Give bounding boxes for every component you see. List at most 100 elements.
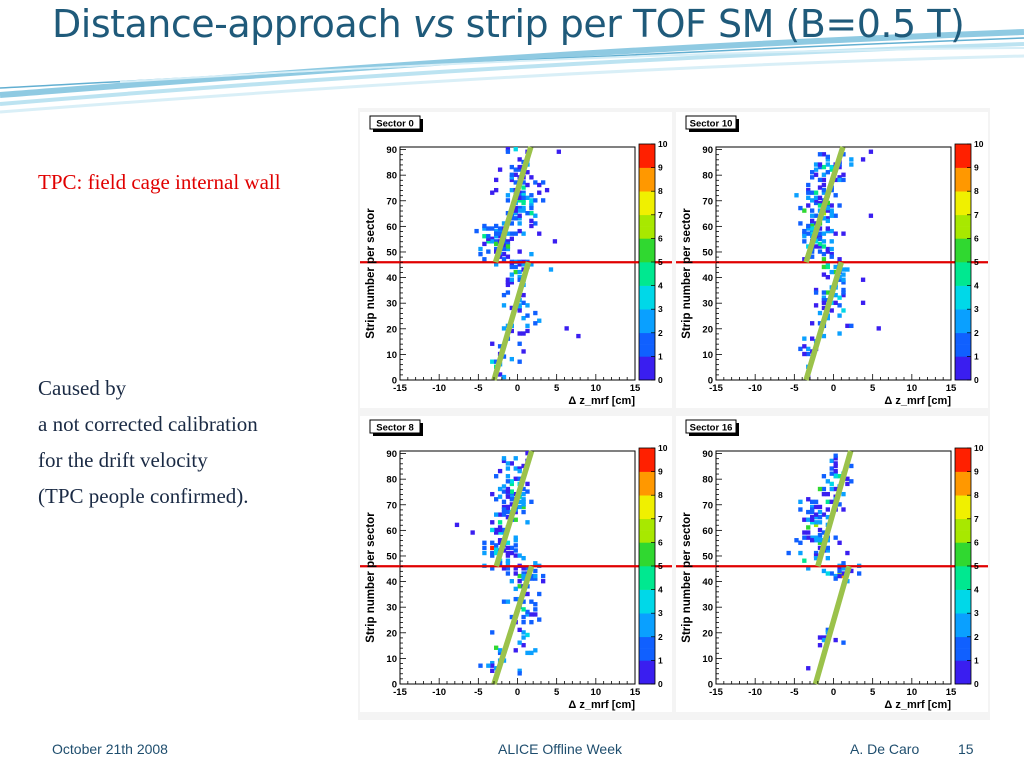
colorbar-label: 8 <box>658 490 663 500</box>
heatmap-cell <box>837 571 842 576</box>
heatmap-cell <box>482 550 487 556</box>
heatmap-cell <box>821 298 827 303</box>
heatmap-cell <box>513 205 518 211</box>
heatmap-cell <box>825 275 830 280</box>
colorbar-label: 4 <box>974 281 979 291</box>
heatmap-cell <box>806 525 811 530</box>
colorbar-label: 6 <box>658 537 663 547</box>
heatmap-cell <box>521 499 526 504</box>
y-tick-label: 90 <box>386 449 397 460</box>
heatmap-cell <box>529 198 534 203</box>
heatmap-cell <box>486 226 491 231</box>
colorbar-swatch <box>639 483 655 496</box>
title-text-start: Distance-approach <box>52 2 413 46</box>
heatmap-cell <box>505 599 511 604</box>
colorbar-swatch <box>639 636 655 649</box>
heatmap-cell <box>505 504 511 510</box>
heatmap-cell <box>825 154 830 160</box>
heatmap-cell <box>841 561 846 566</box>
x-axis: -15 -10 -5 0 5 10 15Δ z_mrf [cm] <box>393 678 641 711</box>
heatmap-cell <box>478 251 483 257</box>
slide-title: Distance-approach vs strip per TOF SM (B… <box>52 2 965 46</box>
heatmap-cell <box>505 550 511 556</box>
heatmap-cell <box>525 566 530 571</box>
y-tick-label: 70 <box>702 500 713 511</box>
heatmap-cell <box>505 244 511 249</box>
colorbar-swatch <box>955 144 971 157</box>
x-tick-label: -10 <box>432 383 446 394</box>
x-tick-label: 0 <box>515 687 520 698</box>
heatmap-cell <box>501 456 507 461</box>
fit-line-segment <box>492 146 534 264</box>
title-text-end: strip per TOF SM (B=0.5 T) <box>454 2 965 46</box>
heatmap-cell <box>494 177 499 183</box>
heatmap-cell <box>482 257 487 262</box>
heatmap-cell <box>798 499 803 504</box>
heatmap-cell <box>833 573 838 579</box>
heatmap-cell <box>521 509 526 515</box>
heatmap-cell <box>494 527 499 533</box>
y-tick-label: 80 <box>702 171 713 182</box>
heatmap-cell <box>494 497 499 502</box>
heatmap-cell <box>517 468 522 474</box>
colorbar-label: 5 <box>974 257 979 267</box>
heatmap-cell <box>513 180 518 185</box>
heatmap-cell <box>825 545 830 551</box>
y-tick-label: 40 <box>702 577 713 588</box>
heatmap-cell <box>505 198 511 203</box>
heatmap-cell <box>576 333 581 339</box>
heatmap-cell <box>806 231 811 236</box>
y-axis: 0 10 20 30 40 50 60 70 80 90 Strip number per sect… <box>365 145 406 387</box>
heatmap-cell <box>501 512 507 517</box>
heatmap-cell <box>813 213 819 218</box>
heatmap-cell <box>533 573 538 579</box>
heatmap-cell <box>810 190 815 195</box>
heatmap-cell <box>829 499 834 504</box>
heatmap-cell <box>497 494 503 499</box>
heatmap-cell <box>806 566 811 571</box>
heatmap-cell <box>821 190 827 195</box>
explanation-line-3: for the drift velocity <box>38 448 208 472</box>
heatmap-cell <box>517 584 522 589</box>
heatmap-cell <box>825 499 830 504</box>
heatmap-cell <box>501 499 507 504</box>
x-tick-label: 5 <box>870 383 876 394</box>
colorbar-swatch <box>955 226 971 239</box>
colorbar-swatch <box>639 250 655 263</box>
heatmap-cell <box>494 234 499 239</box>
heatmap-cell <box>521 331 526 336</box>
x-tick-label: -15 <box>393 687 407 698</box>
sector-0-plot: Sector 0-15 -10 -5 0 5 10 15Δ z_mrf [cm]010203… <box>360 112 672 408</box>
x-tick-label: 0 <box>831 383 836 394</box>
heatmap-cell <box>817 241 823 247</box>
colorbar-swatch <box>639 309 655 322</box>
heatmap-cell <box>497 512 503 517</box>
y-tick-label: 80 <box>386 171 397 182</box>
colorbar-label: 6 <box>658 233 663 243</box>
heatmap-cell <box>829 213 834 218</box>
colorbar-swatch <box>639 625 655 638</box>
heatmap-cell <box>513 208 518 213</box>
heatmap-cell <box>802 517 807 522</box>
heatmap-cell <box>513 269 518 275</box>
colorbar-swatch <box>955 459 971 472</box>
heatmap-cell <box>509 491 514 497</box>
colorbar-swatch <box>639 459 655 472</box>
explanation-line-4: (TPC people confirmed). <box>38 484 249 508</box>
heatmap-cell <box>825 262 830 267</box>
colorbar-swatch <box>639 601 655 614</box>
heatmap-cell <box>513 648 518 653</box>
explanation-line-1: Caused by <box>38 376 127 400</box>
heatmap-cell <box>541 180 546 185</box>
heatmap-cell <box>497 468 503 474</box>
heatmap-cell <box>833 486 838 492</box>
x-tick-label: -5 <box>474 383 483 394</box>
heatmap-cell <box>513 571 518 576</box>
heatmap-cell <box>525 650 530 656</box>
x-tick-label: 15 <box>946 383 957 394</box>
heatmap-cell <box>501 458 507 464</box>
heatmap-cell <box>517 221 522 226</box>
heatmap-cell <box>829 466 834 471</box>
colorbar-swatch <box>955 625 971 638</box>
heatmap-cell <box>821 305 827 311</box>
